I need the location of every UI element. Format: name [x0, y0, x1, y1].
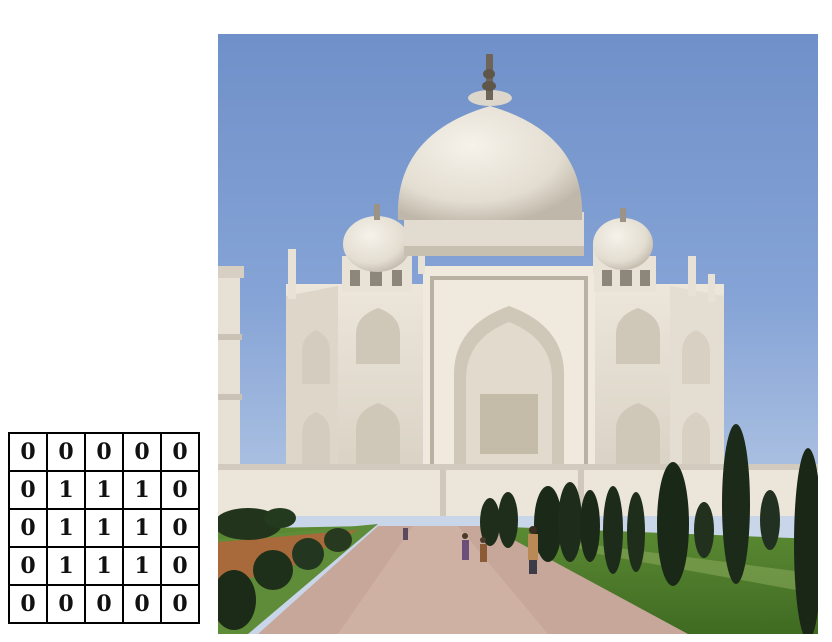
matrix-cell: 0: [160, 508, 200, 548]
matrix-cell: 1: [122, 470, 162, 510]
matrix-cell: 0: [84, 432, 124, 472]
matrix-row: 0 1 1 1 0: [8, 546, 200, 586]
taj-mahal-photo: [218, 34, 818, 634]
matrix-cell: 1: [84, 508, 124, 548]
matrix-cell: 1: [46, 470, 86, 510]
matrix-cell: 1: [84, 470, 124, 510]
matrix-cell: 0: [8, 432, 48, 472]
matrix-cell: 0: [122, 432, 162, 472]
matrix-row: 0 0 0 0 0: [8, 584, 200, 624]
matrix-cell: 0: [160, 584, 200, 624]
matrix-cell: 0: [122, 584, 162, 624]
binary-matrix: 0 0 0 0 0 0 1 1 1 0 0 1 1 1 0 0 1 1 1 0 …: [8, 432, 200, 624]
matrix-cell: 0: [8, 546, 48, 586]
matrix-row: 0 1 1 1 0: [8, 508, 200, 548]
matrix-row: 0 1 1 1 0: [8, 470, 200, 510]
matrix-cell: 1: [84, 546, 124, 586]
matrix-cell: 0: [160, 432, 200, 472]
matrix-cell: 0: [160, 470, 200, 510]
matrix-cell: 1: [46, 508, 86, 548]
matrix-cell: 1: [122, 508, 162, 548]
matrix-cell: 0: [46, 584, 86, 624]
matrix-cell: 1: [46, 546, 86, 586]
matrix-cell: 1: [122, 546, 162, 586]
matrix-cell: 0: [84, 584, 124, 624]
matrix-cell: 0: [8, 508, 48, 548]
matrix-cell: 0: [8, 470, 48, 510]
matrix-cell: 0: [46, 432, 86, 472]
matrix-cell: 0: [160, 546, 200, 586]
matrix-row: 0 0 0 0 0: [8, 432, 200, 472]
matrix-cell: 0: [8, 584, 48, 624]
